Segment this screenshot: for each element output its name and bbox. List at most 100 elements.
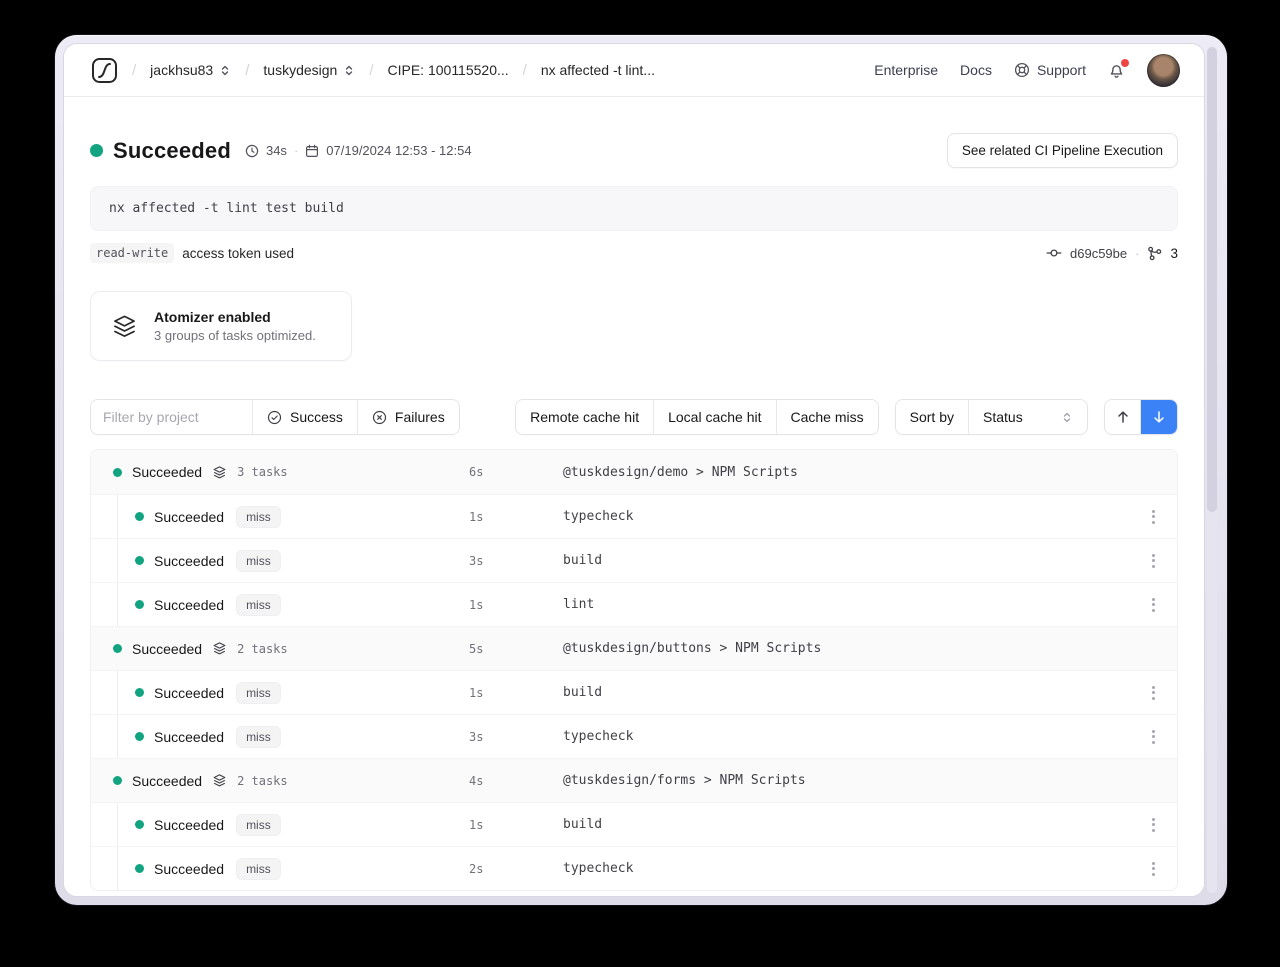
commit-icon [1046, 245, 1062, 261]
task-row[interactable]: Succeeded miss 1s lint [91, 582, 1177, 626]
task-group-row[interactable]: Succeeded 2 tasks 4s @tuskdesign/forms > … [91, 758, 1177, 802]
status-dot-icon [135, 864, 144, 873]
task-row[interactable]: Succeeded miss 3s typecheck [91, 714, 1177, 758]
task-target: typecheck [563, 861, 634, 876]
cache-status-badge: miss [236, 549, 281, 572]
breadcrumb-workspace-owner[interactable]: jackhsu83 [150, 62, 231, 78]
filter-by-project-input[interactable] [91, 400, 253, 434]
status-dot-icon [113, 467, 122, 477]
scrollbar[interactable] [1207, 47, 1217, 893]
token-text: access token used [182, 245, 295, 261]
task-row[interactable]: Succeeded miss 1s build [91, 670, 1177, 714]
task-count: 2 tasks [237, 641, 288, 656]
nav-actions: Enterprise Docs Support [874, 53, 1180, 87]
see-related-cipe-button[interactable]: See related CI Pipeline Execution [946, 133, 1178, 168]
task-status: Succeeded [132, 772, 203, 789]
breadcrumb-label: nx affected -t lint... [540, 62, 655, 78]
task-row[interactable]: Succeeded miss 3s build [91, 538, 1177, 582]
nav-link-support[interactable]: Support [1014, 62, 1086, 78]
status-dot-icon [135, 600, 144, 609]
top-navigation: jackhsu83 tuskydesign CIPE: 100115520... [64, 44, 1204, 97]
local-cache-hit-button[interactable]: Local cache hit [654, 400, 777, 434]
sort-select[interactable]: Status [969, 400, 1087, 434]
project-filter-group: Success Failures [90, 399, 460, 435]
task-status: Succeeded [154, 596, 225, 613]
nav-link-docs[interactable]: Docs [960, 62, 992, 78]
row-menu-kebab-icon[interactable] [1146, 592, 1161, 618]
filter-bar: Success Failures Remote cache hit Local … [90, 399, 1178, 435]
nx-cloud-logo-icon[interactable] [90, 56, 118, 84]
failures-filter-label: Failures [394, 409, 445, 425]
row-menu-kebab-icon[interactable] [1146, 548, 1161, 574]
row-menu-kebab-icon[interactable] [1146, 812, 1161, 838]
row-menu-kebab-icon[interactable] [1146, 680, 1161, 706]
user-avatar[interactable] [1147, 53, 1180, 87]
lifebuoy-icon [1014, 62, 1030, 78]
status-dot-icon [113, 776, 122, 785]
task-status: Succeeded [154, 552, 225, 569]
chevron-updown-icon[interactable] [343, 64, 355, 77]
task-target: typecheck [563, 509, 634, 524]
status-dot-icon [135, 512, 144, 521]
clock-icon [245, 144, 259, 158]
notifications-bell-icon[interactable] [1108, 58, 1129, 79]
task-duration: 3s [469, 729, 484, 744]
task-duration: 3s [469, 553, 484, 568]
task-target: build [563, 553, 603, 568]
breadcrumb-cipe[interactable]: CIPE: 100115520... [388, 62, 509, 78]
task-target: build [563, 685, 603, 700]
run-meta: 34s 07/19/2024 12:53 - 12:54 [245, 143, 472, 158]
cache-status-badge: miss [236, 681, 281, 704]
breadcrumb-separator [132, 62, 136, 79]
scrollbar-thumb[interactable] [1207, 47, 1217, 513]
sort-descending-button[interactable] [1141, 400, 1177, 434]
failures-filter-button[interactable]: Failures [357, 400, 459, 434]
task-group-row[interactable]: Succeeded 3 tasks 6s @tuskdesign/demo > N… [91, 450, 1177, 494]
nav-link-label: Support [1036, 62, 1086, 78]
sort-group: Sort by Status [894, 399, 1088, 435]
task-status: Succeeded [154, 816, 225, 833]
breadcrumb-separator [523, 62, 527, 79]
row-menu-kebab-icon[interactable] [1146, 856, 1161, 882]
branch-count: 3 [1170, 245, 1178, 261]
atomizer-card[interactable]: Atomizer enabled 3 groups of tasks optim… [90, 291, 352, 361]
row-menu-kebab-icon[interactable] [1146, 724, 1161, 750]
run-date-range: 07/19/2024 12:53 - 12:54 [326, 143, 472, 158]
breadcrumb: jackhsu83 tuskydesign CIPE: 100115520... [132, 62, 655, 79]
cache-miss-button[interactable]: Cache miss [776, 400, 878, 434]
task-duration: 1s [469, 685, 484, 700]
task-target: lint [563, 597, 595, 612]
task-row[interactable]: Succeeded miss 2s typecheck [91, 846, 1177, 890]
arrow-down-icon [1151, 409, 1167, 425]
success-filter-button[interactable]: Success [253, 400, 358, 434]
task-row[interactable]: Succeeded miss 1s typecheck [91, 494, 1177, 538]
cache-status-badge: miss [236, 725, 281, 748]
app-panel: jackhsu83 tuskydesign CIPE: 100115520... [63, 43, 1205, 897]
task-status: Succeeded [132, 464, 203, 480]
cache-status-badge: miss [236, 857, 281, 880]
task-group-row[interactable]: Succeeded 2 tasks 5s @tuskdesign/buttons … [91, 626, 1177, 670]
status-dot-icon [90, 144, 103, 157]
remote-cache-hit-button[interactable]: Remote cache hit [516, 400, 655, 434]
separator-dot [294, 143, 298, 158]
chevron-updown-icon [1061, 411, 1073, 424]
arrow-up-icon [1115, 409, 1131, 425]
task-target: @tuskdesign/buttons > NPM Scripts [563, 641, 822, 656]
sort-ascending-button[interactable] [1105, 400, 1141, 434]
task-row[interactable]: Succeeded miss 1s build [91, 802, 1177, 846]
commit-sha[interactable]: d69c59be [1070, 245, 1128, 261]
breadcrumb-workspace[interactable]: tuskydesign [263, 62, 355, 78]
row-menu-kebab-icon[interactable] [1146, 504, 1161, 530]
breadcrumb-run[interactable]: nx affected -t lint... [541, 62, 655, 78]
status-dot-icon [135, 820, 144, 829]
task-count: 2 tasks [237, 773, 288, 788]
task-duration: 1s [469, 509, 484, 524]
status-dot-icon [135, 556, 144, 565]
atomizer-title: Atomizer enabled [154, 309, 271, 325]
success-filter-label: Success [290, 409, 343, 425]
commit-info: d69c59be 3 [1046, 245, 1178, 261]
nav-link-enterprise[interactable]: Enterprise [874, 62, 939, 78]
task-status: Succeeded [154, 728, 225, 745]
chevron-updown-icon[interactable] [219, 64, 231, 77]
task-status: Succeeded [154, 508, 225, 525]
